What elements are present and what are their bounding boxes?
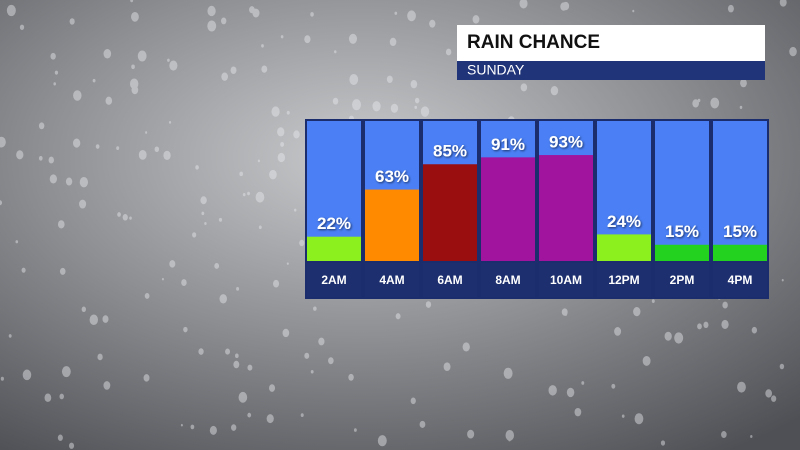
value-label: 63% <box>375 167 409 186</box>
label-strip <box>479 261 537 299</box>
value-label: 15% <box>665 222 699 241</box>
bar <box>365 189 419 262</box>
bar <box>539 155 593 262</box>
value-label: 91% <box>491 135 525 154</box>
value-label: 15% <box>723 222 757 241</box>
plot: 22% 2AM 63% 4AM 85% 6AM 91% 8AM 93% 10AM 24% 12PM 15… <box>305 119 769 299</box>
bar <box>307 236 361 262</box>
bar <box>597 234 651 262</box>
subtitle: SUNDAY <box>467 62 525 78</box>
label-strip <box>421 261 479 299</box>
x-tick-label: 8AM <box>495 273 520 287</box>
bar <box>481 157 535 262</box>
x-tick-label: 10AM <box>550 273 582 287</box>
label-strip <box>653 261 711 299</box>
value-label: 24% <box>607 212 641 231</box>
x-tick-label: 6AM <box>437 273 462 287</box>
value-label: 85% <box>433 142 467 161</box>
bar <box>655 244 709 262</box>
label-strip <box>305 261 363 299</box>
bar <box>713 244 767 262</box>
subtitle-box <box>457 61 765 80</box>
label-strip <box>537 261 595 299</box>
x-tick-label: 2PM <box>670 273 695 287</box>
label-strip <box>595 261 653 299</box>
label-strip <box>711 261 769 299</box>
value-label: 93% <box>549 133 583 152</box>
title-box <box>457 25 765 61</box>
x-tick-label: 4AM <box>379 273 404 287</box>
x-tick-label: 2AM <box>321 273 346 287</box>
title: RAIN CHANCE <box>467 32 600 53</box>
label-strip <box>363 261 421 299</box>
x-tick-label: 12PM <box>608 273 639 287</box>
value-label: 22% <box>317 214 351 233</box>
x-tick-label: 4PM <box>728 273 753 287</box>
bar <box>423 164 477 262</box>
